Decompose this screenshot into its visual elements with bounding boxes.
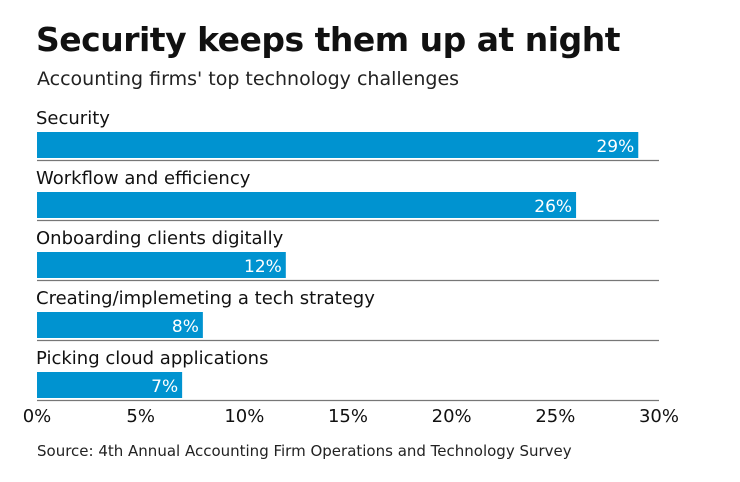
bar: [37, 372, 183, 398]
x-tick-label: 15%: [328, 406, 368, 427]
category-label: Picking cloud applications: [36, 348, 268, 369]
chart-subtitle: Accounting firms' top technology challen…: [37, 68, 460, 90]
value-label: 12%: [244, 257, 282, 277]
value-label: 26%: [534, 197, 572, 217]
x-tick-label: 5%: [126, 406, 155, 427]
x-tick-label: 10%: [224, 406, 264, 427]
value-label: 8%: [172, 317, 199, 337]
bar: [37, 252, 286, 278]
value-label: 7%: [151, 377, 178, 397]
category-label: Creating/implemeting a tech strategy: [36, 288, 375, 309]
x-tick-label: 20%: [432, 406, 472, 427]
x-tick-label: 30%: [639, 406, 679, 427]
x-tick-label: 0%: [23, 406, 52, 427]
x-tick-label: 25%: [535, 406, 575, 427]
category-label: Security: [36, 108, 110, 129]
value-label: 29%: [596, 137, 634, 157]
bar: [37, 132, 639, 158]
chart-title: Security keeps them up at night: [36, 20, 621, 59]
category-label: Workflow and efficiency: [36, 168, 251, 189]
source-note: Source: 4th Annual Accounting Firm Opera…: [37, 442, 572, 460]
category-label: Onboarding clients digitally: [36, 228, 284, 249]
bar: [37, 312, 203, 338]
bar: [37, 192, 577, 218]
